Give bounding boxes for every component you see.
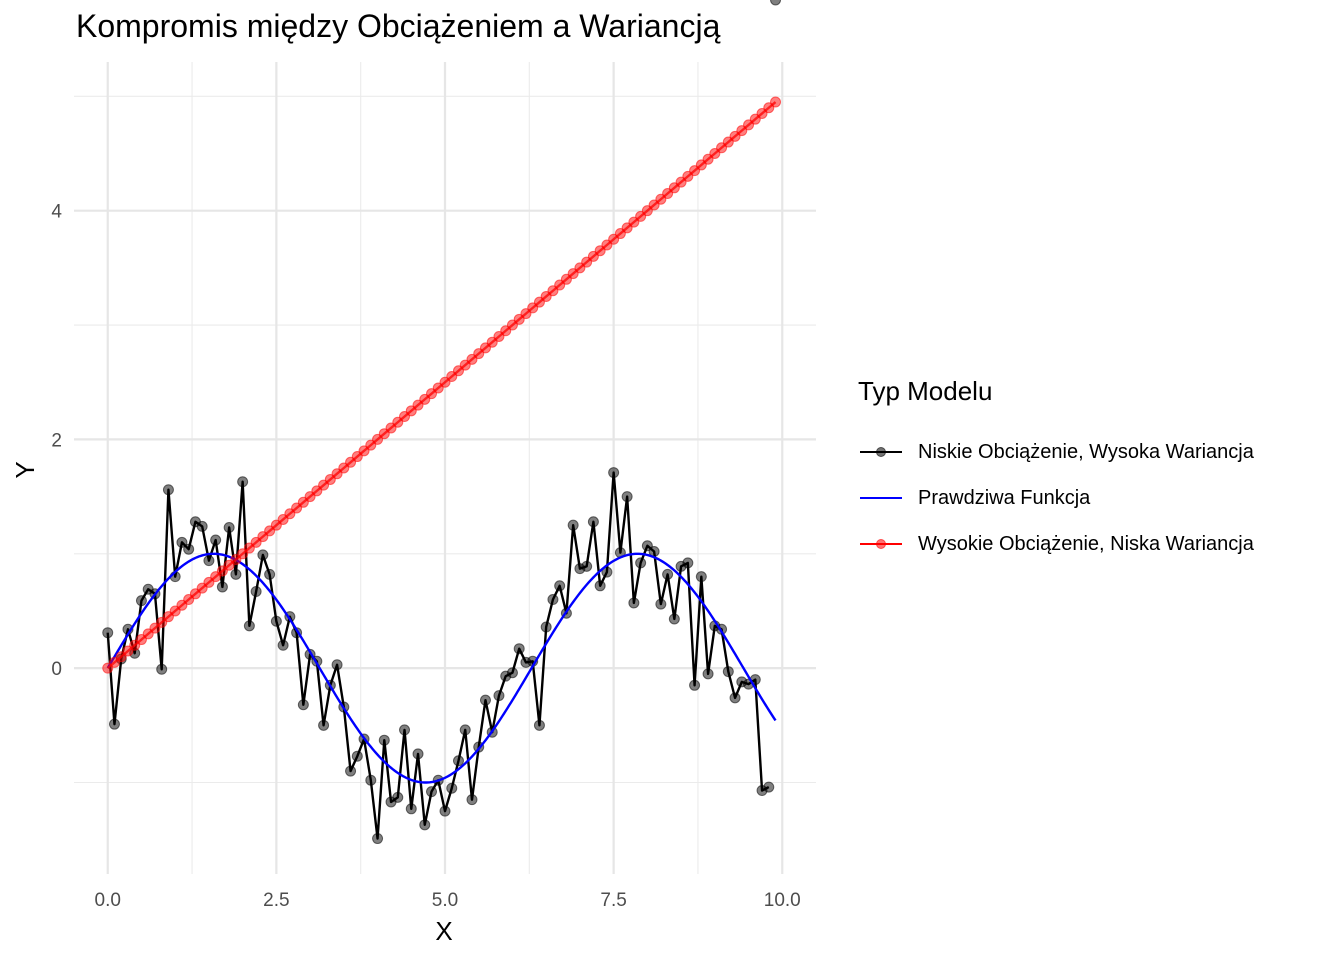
legend-label: Prawdziwa Funkcja [918, 486, 1091, 509]
x-tick-label: 2.5 [263, 890, 289, 911]
data-point [210, 534, 222, 546]
data-point [270, 615, 282, 627]
data-point [264, 568, 276, 580]
y-tick-label: 0 [51, 659, 62, 680]
data-point [446, 782, 458, 794]
data-point [257, 549, 269, 561]
data-point [628, 597, 640, 609]
legend-title: Typ Modelu [858, 376, 993, 406]
data-point [405, 803, 417, 815]
data-point [351, 750, 363, 762]
data-point [176, 536, 188, 548]
data-point [608, 467, 620, 479]
y-axis-title: Y [10, 461, 40, 478]
legend: Typ Modelu Niskie Obciążenie, Wysoka War… [858, 376, 1254, 567]
data-point [506, 667, 518, 679]
data-point [372, 833, 384, 845]
legend-item-high-bias: Wysokie Obciążenie, Niska Wariancja [858, 521, 1254, 567]
data-point [102, 627, 114, 639]
data-point [230, 568, 242, 580]
data-point [162, 484, 174, 496]
data-point [243, 620, 255, 632]
data-point [635, 557, 647, 569]
data-point [601, 566, 613, 578]
tick-labels: 0.0 2.5 5.0 7.5 10.0 0 2 4 [51, 202, 800, 911]
data-point [216, 581, 228, 593]
legend-item-low-bias: Niskie Obciążenie, Wysoka Wariancja [858, 429, 1254, 475]
data-point [567, 519, 579, 531]
data-point [365, 774, 377, 786]
data-point [722, 666, 734, 678]
data-point [412, 748, 424, 760]
data-point [547, 594, 559, 606]
data-point [479, 694, 491, 706]
series-1 [106, 552, 777, 784]
x-tick-label: 10.0 [764, 890, 801, 911]
data-point [621, 491, 633, 503]
legend-key-blue-line [860, 497, 902, 499]
data-point [297, 699, 309, 711]
data-point [540, 621, 552, 633]
data-point [277, 639, 289, 651]
data-point [378, 734, 390, 746]
data-point [770, 96, 782, 108]
data-point [452, 755, 464, 767]
data-point [554, 580, 566, 592]
data-point [587, 516, 599, 528]
data-point [135, 595, 147, 607]
data-point [237, 476, 249, 488]
data-point [250, 586, 262, 598]
data-point [729, 692, 741, 704]
data-point [513, 643, 525, 655]
data-point [108, 718, 120, 730]
legend-key-black-line-point [860, 447, 902, 457]
data-point [695, 571, 707, 583]
data-point [345, 765, 357, 777]
data-point [581, 560, 593, 572]
data-point [426, 786, 438, 798]
chart-title: Kompromis między Obciążeniem a Wariancją [76, 8, 721, 44]
data-point [682, 557, 694, 569]
data-point [331, 659, 343, 671]
data-point [399, 724, 411, 736]
data-point [702, 668, 714, 680]
series-0 [102, 0, 782, 845]
series-2 [102, 96, 782, 674]
legend-key-red-line-point [860, 539, 902, 549]
data-point [183, 543, 195, 555]
data-point [662, 568, 674, 580]
data-point [668, 613, 680, 625]
x-axis-title: X [435, 916, 452, 946]
grid-major-lines [74, 62, 816, 874]
data-point [763, 781, 775, 793]
x-tick-label: 5.0 [432, 890, 458, 911]
data-point [196, 520, 208, 532]
data-point [770, 0, 782, 6]
data-point [689, 679, 701, 691]
legend-label: Wysokie Obciążenie, Niska Wariancja [918, 532, 1254, 555]
data-point [459, 724, 471, 736]
data-point [156, 663, 168, 675]
series-layer [102, 0, 782, 845]
legend-label: Niskie Obciążenie, Wysoka Wariancja [918, 440, 1254, 463]
data-point [493, 690, 505, 702]
y-tick-label: 2 [51, 430, 62, 451]
data-point [223, 521, 235, 533]
data-point [466, 794, 478, 806]
y-tick-label: 4 [51, 202, 62, 223]
data-point [655, 598, 667, 610]
legend-item-true-function: Prawdziwa Funkcja [858, 475, 1254, 521]
data-point [533, 719, 545, 731]
data-point [203, 555, 215, 567]
data-point [594, 580, 606, 592]
data-point [318, 719, 330, 731]
x-tick-label: 0.0 [95, 890, 121, 911]
series-line [106, 552, 777, 784]
data-point [419, 819, 431, 831]
data-point [392, 791, 404, 803]
data-point [439, 805, 451, 817]
x-tick-label: 7.5 [600, 890, 626, 911]
